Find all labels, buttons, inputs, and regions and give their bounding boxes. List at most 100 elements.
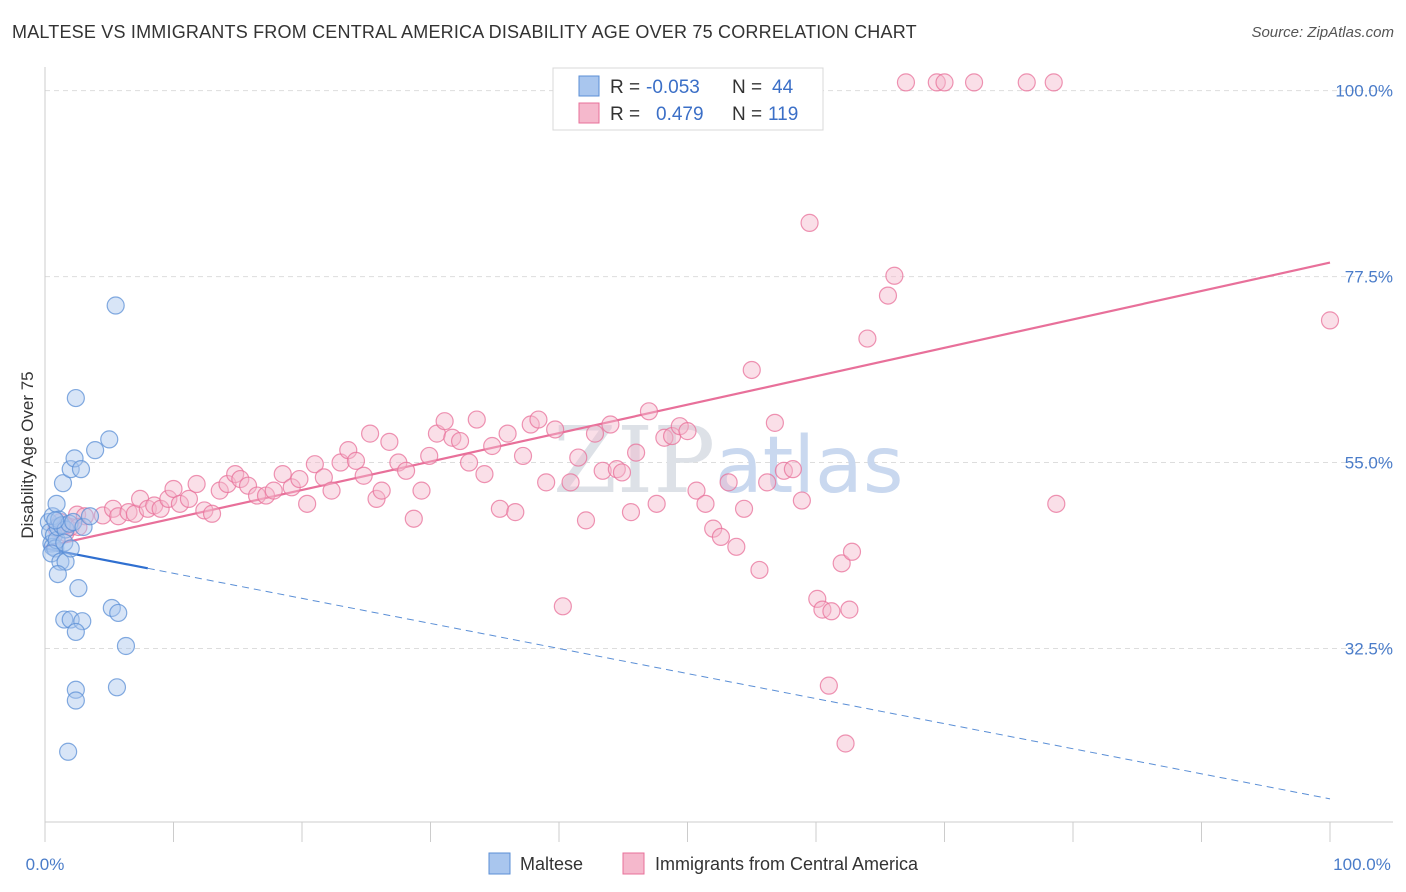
point-central-america	[361, 424, 380, 443]
point-maltese	[66, 691, 85, 710]
point-central-america	[529, 410, 548, 429]
point-central-america	[561, 473, 580, 492]
point-central-america	[412, 481, 431, 500]
point-maltese	[65, 449, 84, 468]
point-central-america	[420, 446, 439, 466]
point-maltese	[61, 539, 80, 558]
point-central-america	[305, 455, 324, 474]
point-central-america	[553, 597, 572, 616]
stats-legend: R = -0.053 N = 44 R = 0.479 N = 119	[552, 67, 824, 131]
point-central-america	[678, 422, 697, 441]
legend-n-value-maltese: 44	[772, 77, 794, 98]
source-label: Source: ZipAtlas.com	[1251, 24, 1394, 41]
grid-lines	[45, 90, 1393, 649]
point-central-america	[734, 499, 754, 518]
legend-r-label: R =	[610, 77, 640, 98]
point-central-america	[585, 424, 605, 443]
point-central-america	[601, 415, 620, 434]
point-central-america	[226, 464, 245, 484]
point-central-america	[170, 494, 190, 513]
point-central-america	[290, 469, 309, 489]
legend-n-value-central-america: 119	[768, 104, 798, 125]
point-central-america	[774, 461, 793, 480]
point-central-america	[783, 460, 802, 479]
point-central-america	[593, 461, 612, 480]
x-tick-label-min: 0.0%	[26, 855, 65, 874]
point-central-america	[621, 503, 641, 522]
legend-r-label: R =	[610, 104, 640, 125]
point-central-america	[483, 436, 502, 456]
point-central-america	[187, 474, 206, 494]
point-central-america	[727, 537, 746, 556]
point-central-america	[569, 448, 588, 467]
point-central-america	[742, 360, 761, 380]
legend-swatch-central-america	[578, 102, 600, 124]
point-central-america	[719, 473, 738, 492]
point-central-america	[792, 491, 811, 510]
point-maltese	[66, 622, 85, 642]
point-maltese	[55, 610, 74, 629]
point-maltese	[69, 579, 88, 598]
point-maltese	[66, 388, 85, 408]
chart-title: MALTESE VS IMMIGRANTS FROM CENTRAL AMERI…	[12, 22, 917, 42]
point-maltese	[48, 564, 67, 584]
point-central-america	[647, 494, 666, 513]
point-central-america	[836, 734, 855, 753]
series-legend: Maltese Immigrants from Central America	[488, 852, 919, 875]
point-central-america	[1044, 73, 1063, 92]
point-central-america	[626, 443, 646, 462]
bottom-legend-swatch-central-america	[622, 852, 645, 875]
point-maltese	[107, 678, 127, 697]
point-maltese	[47, 494, 66, 513]
point-central-america	[935, 73, 954, 92]
point-central-america	[758, 473, 777, 492]
x-tick-label-max: 100.0%	[1333, 855, 1391, 874]
point-central-america	[498, 424, 517, 443]
point-central-america	[822, 602, 841, 621]
point-central-america	[546, 420, 565, 439]
point-maltese	[80, 507, 100, 526]
point-central-america	[800, 213, 819, 232]
legend-n-label: N =	[732, 104, 762, 125]
point-central-america	[380, 432, 399, 451]
point-maltese	[59, 742, 78, 761]
point-central-america	[607, 460, 626, 479]
point-central-america	[576, 511, 596, 530]
point-central-america	[885, 266, 904, 285]
point-central-america	[506, 503, 525, 522]
point-central-america	[490, 499, 509, 518]
point-central-america	[687, 481, 706, 500]
point-central-america	[655, 428, 674, 447]
point-central-america	[273, 464, 292, 484]
tick-labels: 100.0% 77.5% 55.0% 32.5% 0.0% 100.0%	[26, 82, 1393, 874]
point-central-america	[896, 73, 916, 92]
point-central-america	[119, 503, 138, 522]
point-central-america	[354, 466, 373, 485]
point-central-america	[696, 494, 715, 513]
point-central-america	[612, 463, 632, 482]
point-central-america	[711, 527, 731, 547]
point-maltese	[46, 511, 65, 530]
point-central-america	[840, 600, 859, 619]
point-maltese	[106, 296, 125, 315]
point-central-america	[1320, 311, 1340, 330]
legend-n-label: N =	[732, 77, 762, 98]
legend-r-value-central-america: 0.479	[656, 104, 704, 125]
y-axis-label: Disability Age Over 75	[18, 371, 37, 538]
bottom-legend-swatch-maltese	[488, 852, 511, 875]
point-maltese	[73, 612, 92, 631]
point-maltese	[116, 636, 136, 656]
point-central-america	[151, 499, 170, 518]
point-central-america	[404, 509, 423, 528]
point-central-america	[808, 589, 827, 608]
point-central-america	[1047, 494, 1066, 513]
point-central-america	[179, 489, 199, 508]
trend-lines	[44, 261, 1331, 800]
point-central-america	[159, 489, 178, 508]
y-tick-label: 32.5%	[1345, 639, 1393, 658]
point-central-america	[765, 413, 784, 432]
point-central-america	[93, 506, 112, 525]
point-central-america	[858, 329, 877, 348]
point-central-america	[832, 554, 851, 573]
trend-line-central-america	[44, 261, 1331, 548]
